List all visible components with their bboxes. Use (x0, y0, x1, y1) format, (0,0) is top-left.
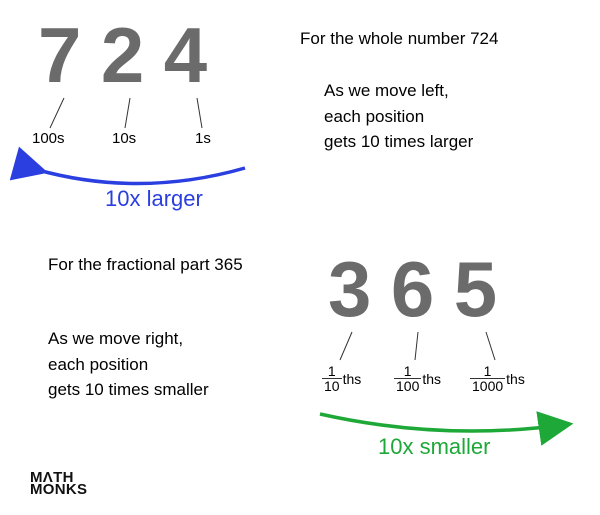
frac-1-10: 1 10 (322, 364, 342, 393)
frac-1-1000: 1 1000 (470, 364, 505, 393)
smaller-label: 10x smaller (378, 434, 490, 460)
frac-1-100: 1 100 (394, 364, 421, 393)
logo-line2: MONKS (30, 484, 87, 497)
place-thousandths: 1 1000 ths (470, 364, 525, 393)
fractional-ticks (0, 0, 600, 400)
place-tenths: 1 10 ths (322, 364, 361, 393)
logo: MΛTH MONKS (30, 472, 87, 498)
place-hundredths: 1 100 ths (394, 364, 441, 393)
